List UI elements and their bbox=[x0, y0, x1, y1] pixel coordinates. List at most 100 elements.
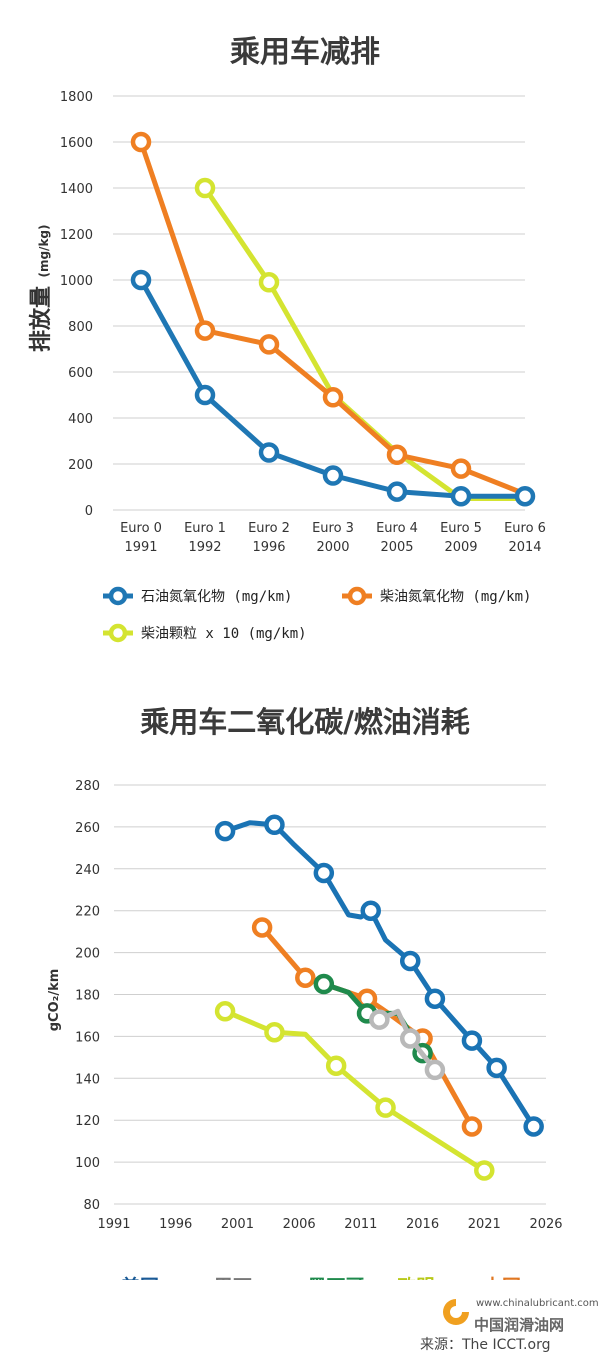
gridlines bbox=[114, 784, 546, 1205]
y-tick-label: 1200 bbox=[60, 228, 93, 243]
y-tick-label: 180 bbox=[75, 989, 100, 1004]
legend-label: 柴油颗粒 x 10 (mg/km) bbox=[141, 626, 307, 642]
logo-site-name: 中国润滑油网 bbox=[474, 1316, 565, 1334]
x-tick-label: 1991 bbox=[97, 1217, 130, 1232]
data-point bbox=[523, 1116, 544, 1137]
data-point bbox=[194, 320, 216, 341]
data-point bbox=[258, 272, 280, 293]
region-label: 中国 bbox=[483, 1275, 521, 1280]
x-tick-label: Euro 1 1992 bbox=[184, 521, 226, 555]
y-tick-label: 240 bbox=[75, 863, 100, 878]
data-point bbox=[313, 862, 335, 884]
data-point bbox=[424, 988, 446, 1009]
data-point bbox=[264, 1021, 285, 1043]
y-tick-label: 100 bbox=[75, 1156, 100, 1171]
series-line bbox=[130, 131, 528, 497]
data-point bbox=[325, 1055, 347, 1076]
data-point bbox=[375, 1097, 396, 1118]
legend-swatch-marker bbox=[347, 586, 367, 606]
data-point bbox=[130, 131, 152, 153]
region-label: 美国 bbox=[121, 1275, 159, 1280]
data-point bbox=[461, 1030, 483, 1051]
data-point bbox=[214, 820, 236, 842]
footer: www.chinalubricant.com 中国润滑油网 来源：The ICC… bbox=[420, 1290, 599, 1356]
y-tick-label: 200 bbox=[75, 947, 100, 962]
legend-swatch-marker bbox=[108, 586, 128, 606]
legend-item: 柴油氮氧化物 (mg/km) bbox=[342, 586, 531, 606]
data-point bbox=[258, 334, 280, 355]
data-point bbox=[322, 387, 344, 408]
data-point bbox=[264, 814, 285, 836]
data-point bbox=[194, 384, 216, 406]
data-point bbox=[474, 1160, 495, 1181]
legend-item: 石油氮氧化物 (mg/km) bbox=[103, 586, 292, 606]
legend: 石油氮氧化物 (mg/km) 柴油氮氧化物 (mg/km) 柴油颗粒 x 10 (m… bbox=[103, 586, 531, 643]
data-point bbox=[424, 1059, 446, 1081]
y-tick-label: 1000 bbox=[60, 274, 93, 289]
data-point bbox=[486, 1057, 507, 1079]
chart-title: 乘用车减排 bbox=[230, 35, 380, 70]
logo-site-url: www.chinalubricant.com bbox=[476, 1298, 599, 1309]
region-legend: 美国 巴西 墨西哥 欧盟 中国 bbox=[121, 1275, 521, 1280]
series-line bbox=[214, 814, 544, 1137]
gridlines bbox=[113, 95, 525, 511]
data-point bbox=[214, 1001, 236, 1022]
x-tick-label: Euro 3 2000 bbox=[312, 521, 354, 555]
source-note: 来源：The ICCT.org bbox=[420, 1337, 551, 1353]
y-tick-label: 280 bbox=[75, 779, 100, 794]
y-axis-ticks: 80 100 120 140 160 180 200 220 240 260 280 bbox=[75, 779, 100, 1213]
x-tick-label: Euro 6 2014 bbox=[504, 521, 546, 555]
y-axis-label: 排放量 (mg/kg) bbox=[28, 224, 54, 352]
region-label: 巴西 bbox=[214, 1276, 252, 1280]
data-point bbox=[386, 444, 408, 466]
series-line bbox=[369, 1008, 446, 1081]
data-point bbox=[322, 465, 344, 486]
y-tick-label: 0 bbox=[85, 504, 93, 519]
y-tick-label: 1600 bbox=[60, 136, 93, 151]
y-tick-label: 600 bbox=[68, 366, 93, 381]
legend-swatch-marker bbox=[108, 623, 128, 643]
logo-icon bbox=[443, 1299, 469, 1325]
y-tick-label: 260 bbox=[75, 821, 100, 836]
x-tick-label: 2021 bbox=[468, 1217, 501, 1232]
x-tick-label: Euro 4 2005 bbox=[376, 521, 418, 555]
y-tick-label: 800 bbox=[68, 320, 93, 335]
legend-label: 柴油氮氧化物 (mg/km) bbox=[380, 589, 531, 605]
y-tick-label: 80 bbox=[83, 1198, 100, 1213]
series-group bbox=[130, 131, 536, 507]
data-point bbox=[130, 269, 152, 291]
x-axis-ticks: Euro 0 1991 Euro 1 1992 Euro 2 1996 Euro 3 2000… bbox=[120, 521, 546, 555]
y-axis-title: gCO₂/km bbox=[47, 969, 62, 1032]
data-point bbox=[514, 485, 536, 507]
series-line bbox=[130, 269, 536, 507]
data-point bbox=[313, 973, 335, 995]
y-tick-label: 200 bbox=[68, 458, 93, 473]
y-tick-label: 160 bbox=[75, 1030, 100, 1045]
y-axis-unit: (mg/kg) bbox=[37, 224, 51, 277]
series-line bbox=[251, 917, 483, 1137]
series-path bbox=[222, 820, 537, 1129]
legend-item: 柴油颗粒 x 10 (mg/km) bbox=[103, 623, 307, 643]
data-point bbox=[251, 917, 273, 938]
x-tick-label: Euro 0 1991 bbox=[120, 521, 162, 555]
data-point bbox=[295, 967, 316, 988]
data-point bbox=[399, 1028, 421, 1049]
co2-chart: 乘用车二氧化碳/燃油消耗 80 100 120 140 160 180 200 220 240 2… bbox=[47, 705, 563, 1280]
y-tick-label: 140 bbox=[75, 1072, 100, 1087]
x-tick-label: 1996 bbox=[159, 1217, 192, 1232]
x-tick-label: Euro 2 1996 bbox=[248, 521, 290, 555]
x-tick-label: 2016 bbox=[406, 1217, 439, 1232]
x-tick-label: 2001 bbox=[221, 1217, 254, 1232]
data-point bbox=[360, 900, 381, 921]
y-axis-title: 排放量 bbox=[28, 286, 54, 352]
y-tick-label: 1800 bbox=[60, 90, 93, 105]
y-tick-label: 220 bbox=[75, 905, 100, 920]
data-point bbox=[258, 442, 280, 463]
x-tick-label: 2011 bbox=[344, 1217, 377, 1232]
region-label: 欧盟 bbox=[397, 1275, 435, 1280]
series-line bbox=[214, 1001, 495, 1181]
region-label: 墨西哥 bbox=[307, 1276, 364, 1280]
x-axis-ticks: 1991 1996 2001 2006 2011 2016 2021 2026 bbox=[97, 1217, 562, 1232]
y-tick-label: 1400 bbox=[60, 182, 93, 197]
data-point bbox=[399, 950, 421, 972]
